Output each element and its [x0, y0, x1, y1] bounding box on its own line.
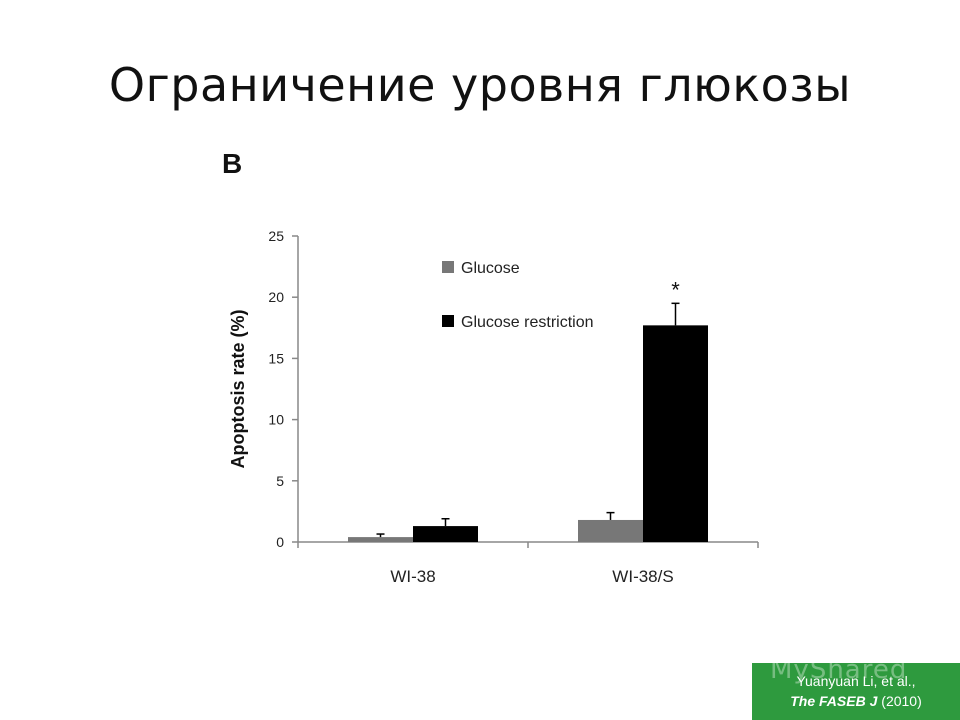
significance-marker: *: [671, 277, 680, 302]
y-tick-label: 0: [276, 534, 284, 550]
bar-glucose-restriction: [413, 526, 478, 542]
citation-journal: The FASEB J: [790, 693, 878, 709]
citation-authors: Yuanyuan Li, et al.,: [796, 673, 916, 689]
y-axis-label: Apoptosis rate (%): [228, 309, 248, 468]
bar-glucose: [578, 519, 643, 542]
bar-glucose-restriction: [643, 325, 708, 542]
x-tick-label: WI-38/S: [612, 567, 673, 586]
legend-swatch: [442, 261, 454, 273]
y-tick-label: 15: [268, 350, 284, 366]
citation-year: (2010): [881, 693, 922, 709]
bar-glucose: [348, 537, 413, 542]
y-tick-label: 5: [276, 473, 284, 489]
panel-letter: B: [222, 148, 243, 179]
slide-title: Ограничение уровня глюкозы: [108, 58, 852, 112]
x-tick-label: WI-38: [390, 567, 435, 586]
y-tick-label: 20: [268, 289, 284, 305]
citation-source: The FASEB J (2010): [752, 691, 960, 711]
y-tick-label: 10: [268, 412, 284, 428]
legend-label: Glucose: [461, 260, 520, 277]
y-tick-label: 25: [268, 228, 284, 244]
legend-swatch: [442, 315, 454, 327]
legend-label: Glucose restriction: [461, 314, 594, 331]
citation-box: Yuanyuan Li, et al., The FASEB J (2010): [752, 663, 960, 720]
